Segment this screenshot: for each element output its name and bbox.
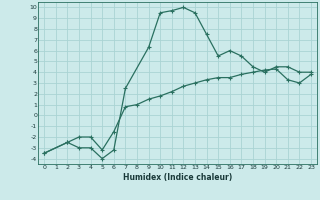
X-axis label: Humidex (Indice chaleur): Humidex (Indice chaleur) — [123, 173, 232, 182]
